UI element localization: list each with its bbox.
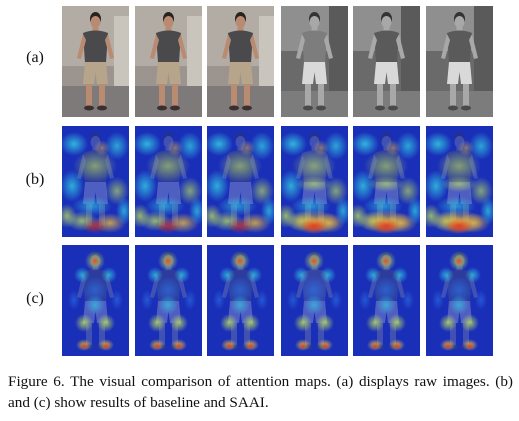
figure-image-b-5 xyxy=(353,126,420,237)
attention-heatmap-image xyxy=(135,245,202,356)
attention-heatmap-image xyxy=(353,126,420,237)
attention-heatmap-image xyxy=(426,245,493,356)
attention-heatmap-image xyxy=(62,126,129,237)
attention-heatmap-image xyxy=(207,126,274,237)
attention-heatmap-image xyxy=(281,126,348,237)
figure-image-a-3 xyxy=(207,6,274,117)
row-label-a: (a) xyxy=(26,49,44,66)
figure-image-c-6 xyxy=(426,245,493,356)
attention-heatmap-image xyxy=(207,245,274,356)
caption-text: The visual comparison of attention maps.… xyxy=(8,373,513,411)
figure-image-b-1 xyxy=(62,126,129,237)
figure-image-b-6 xyxy=(426,126,493,237)
attention-heatmap-image xyxy=(281,245,348,356)
figure-image-c-1 xyxy=(62,245,129,356)
figure-image-a-5 xyxy=(353,6,420,117)
caption-label: Figure 6. xyxy=(8,373,65,390)
attention-heatmap-image xyxy=(426,126,493,237)
figure-image-c-4 xyxy=(281,245,348,356)
figure-image-b-2 xyxy=(135,126,202,237)
figure-image-a-4 xyxy=(281,6,348,117)
figure-image-a-6 xyxy=(426,6,493,117)
row-label-c: (c) xyxy=(26,290,44,307)
raw-person-image xyxy=(353,6,420,117)
figure-image-c-3 xyxy=(207,245,274,356)
figure-image-a-2 xyxy=(135,6,202,117)
figure-image-b-3 xyxy=(207,126,274,237)
raw-person-image xyxy=(62,6,129,117)
attention-heatmap-image xyxy=(135,126,202,237)
figure-image-c-2 xyxy=(135,245,202,356)
attention-heatmap-image xyxy=(353,245,420,356)
raw-person-image xyxy=(426,6,493,117)
raw-person-image xyxy=(207,6,274,117)
figure-image-b-4 xyxy=(281,126,348,237)
raw-person-image xyxy=(281,6,348,117)
figure-image-a-1 xyxy=(62,6,129,117)
figure-image-c-5 xyxy=(353,245,420,356)
figure-caption: Figure 6. The visual comparison of atten… xyxy=(8,371,513,413)
raw-person-image xyxy=(135,6,202,117)
row-label-b: (b) xyxy=(25,171,45,188)
attention-heatmap-image xyxy=(62,245,129,356)
